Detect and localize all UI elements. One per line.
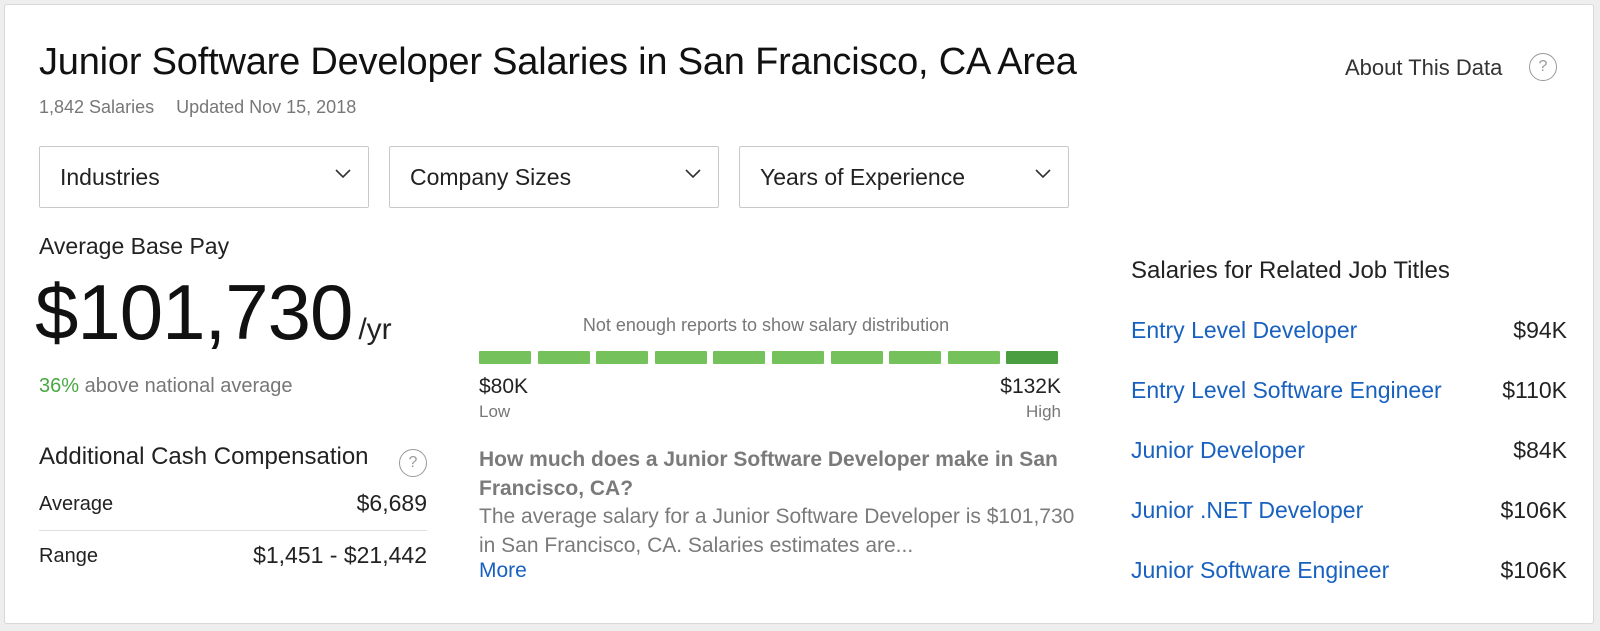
updated-date: Updated Nov 15, 2018 bbox=[176, 97, 357, 117]
distribution-note: Not enough reports to show salary distri… bbox=[582, 315, 950, 335]
cash-average-row: Average $6,689 bbox=[39, 490, 427, 516]
chevron-down-icon bbox=[685, 169, 701, 179]
high-salary-label: High bbox=[1026, 402, 1061, 421]
distribution-segment bbox=[889, 351, 941, 364]
distribution-segment bbox=[655, 351, 707, 364]
pay-amount: $101,730 bbox=[35, 268, 353, 356]
related-job-row: Entry Level Developer $94K bbox=[1131, 317, 1567, 347]
distribution-segment bbox=[479, 351, 531, 364]
pay-unit: /yr bbox=[358, 313, 392, 346]
company-sizes-dropdown[interactable]: Company Sizes bbox=[389, 146, 719, 208]
low-salary-value: $80K bbox=[479, 375, 529, 398]
years-of-experience-dropdown[interactable]: Years of Experience bbox=[739, 146, 1069, 208]
related-job-row: Entry Level Software Engineer $110K bbox=[1131, 377, 1567, 407]
divider bbox=[39, 530, 427, 531]
average-base-pay-label: Average Base Pay bbox=[39, 233, 230, 259]
question-circle-icon[interactable]: ? bbox=[399, 449, 427, 477]
chevron-down-icon bbox=[335, 169, 351, 179]
related-job-salary: $110K bbox=[1502, 377, 1567, 403]
cash-row-value: $1,451 - $21,442 bbox=[253, 542, 427, 568]
comparison-percent: 36% bbox=[39, 375, 80, 397]
additional-cash-title: Additional Cash Compensation bbox=[39, 443, 369, 470]
page-title: Junior Software Developer Salaries in Sa… bbox=[39, 41, 1077, 83]
cash-row-label: Average bbox=[39, 493, 114, 515]
dropdown-label: Company Sizes bbox=[410, 164, 572, 190]
dropdown-label: Industries bbox=[60, 164, 160, 190]
salary-card: Junior Software Developer Salaries in Sa… bbox=[4, 4, 1594, 624]
related-job-link[interactable]: Junior Developer bbox=[1131, 437, 1305, 463]
related-job-salary: $94K bbox=[1513, 317, 1567, 343]
related-job-link[interactable]: Entry Level Software Engineer bbox=[1131, 377, 1442, 403]
chevron-down-icon bbox=[1035, 169, 1051, 179]
distribution-segment bbox=[1006, 351, 1058, 364]
distribution-segment bbox=[948, 351, 1000, 364]
related-job-link[interactable]: Junior .NET Developer bbox=[1131, 497, 1364, 523]
average-base-pay-value: $101,730/yr bbox=[35, 267, 392, 358]
dropdown-label: Years of Experience bbox=[760, 164, 966, 190]
distribution-segment bbox=[831, 351, 883, 364]
question-circle-icon[interactable]: ? bbox=[1529, 53, 1557, 81]
related-job-row: Junior Developer $84K bbox=[1131, 437, 1567, 467]
related-job-row: Junior Software Engineer $106K bbox=[1131, 557, 1567, 587]
related-titles-heading: Salaries for Related Job Titles bbox=[1131, 257, 1450, 284]
low-salary-label: Low bbox=[479, 402, 511, 421]
related-job-salary: $84K bbox=[1513, 437, 1567, 463]
comparison-text: above national average bbox=[79, 375, 293, 397]
cash-row-label: Range bbox=[39, 545, 98, 567]
related-job-row: Junior .NET Developer $106K bbox=[1131, 497, 1567, 527]
salary-count: 1,842 Salaries bbox=[39, 97, 155, 117]
distribution-segment bbox=[772, 351, 824, 364]
related-job-link[interactable]: Entry Level Developer bbox=[1131, 317, 1358, 343]
faq-question: How much does a Junior Software Develope… bbox=[479, 448, 1058, 500]
industries-dropdown[interactable]: Industries bbox=[39, 146, 369, 208]
cash-range-row: Range $1,451 - $21,442 bbox=[39, 542, 427, 568]
faq-answer: The average salary for a Junior Software… bbox=[479, 505, 1075, 557]
cash-row-value: $6,689 bbox=[356, 490, 427, 516]
more-link[interactable]: More bbox=[479, 559, 527, 582]
distribution-segment bbox=[596, 351, 648, 364]
page-meta: 1,842 Salaries Updated Nov 15, 2018 bbox=[39, 97, 356, 118]
related-job-salary: $106K bbox=[1500, 557, 1567, 583]
high-salary-value: $132K bbox=[1000, 375, 1061, 398]
distribution-segment bbox=[538, 351, 590, 364]
related-job-salary: $106K bbox=[1500, 497, 1567, 523]
distribution-segment bbox=[713, 351, 765, 364]
about-this-data-link[interactable]: About This Data bbox=[1345, 55, 1503, 80]
national-comparison: 36% above national average bbox=[39, 375, 293, 398]
related-job-link[interactable]: Junior Software Engineer bbox=[1131, 557, 1390, 583]
